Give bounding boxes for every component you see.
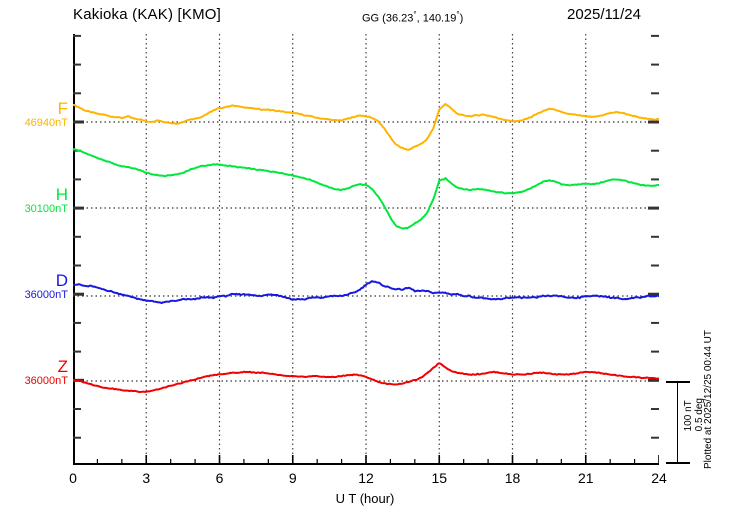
component-label-z: Z 36000nT (0, 358, 68, 388)
scale-nt: 100 nT (683, 400, 694, 432)
component-name-z: Z (57, 357, 68, 376)
component-name-d: D (55, 271, 68, 290)
component-label-f: F 46940nT (0, 100, 68, 130)
component-name-f: F (57, 99, 68, 118)
scale-bar-top-cap (666, 381, 690, 383)
scale-bar-line (677, 381, 678, 463)
degree-sign-lon: ° (456, 10, 460, 19)
component-baseline-h: 30100nT (24, 203, 68, 215)
geo-separator: , (416, 12, 423, 25)
x-tick-label-15: 15 (431, 470, 448, 486)
component-baseline-d: 36000nT (24, 289, 68, 301)
component-baseline-z: 36000nT (24, 375, 68, 387)
component-name-h: H (55, 185, 68, 204)
page-title: Kakioka (KAK) [KMO] (73, 6, 222, 23)
x-tick-label-24: 24 (651, 470, 667, 486)
x-tick-label-18: 18 (504, 470, 521, 486)
geo-suffix: ) (459, 12, 464, 25)
x-tick-label-0: 0 (69, 470, 77, 486)
x-tick-label-9: 9 (288, 470, 297, 486)
traces-svg (73, 34, 659, 465)
x-tick-label-12: 12 (358, 470, 374, 486)
plotted-at-text: Plotted at 2025/12/25 00:44 UT (703, 330, 714, 469)
component-label-d: D 36000nT (0, 272, 68, 302)
geographic-coordinates: GG (36.23°, 140.19°) (362, 10, 463, 25)
degree-sign-lat: ° (413, 10, 417, 19)
geo-latitude: 36.23 (385, 12, 414, 25)
component-baseline-f: 46940nT (24, 117, 68, 129)
x-tick-label-3: 3 (142, 470, 151, 486)
x-tick-label-6: 6 (215, 470, 224, 486)
x-axis-title: U T (hour) (335, 491, 395, 506)
observation-date: 2025/11/24 (567, 6, 641, 23)
scale-bar-bottom-cap (666, 462, 690, 464)
geo-prefix: GG ( (362, 12, 386, 25)
magnetogram-plot-area (73, 34, 659, 465)
scale-bar-text: 100 nT 0.5 deg (683, 398, 705, 431)
x-tick-label-21: 21 (577, 470, 594, 486)
component-label-h: H 30100nT (0, 186, 68, 216)
geo-longitude: 140.19 (422, 12, 457, 25)
